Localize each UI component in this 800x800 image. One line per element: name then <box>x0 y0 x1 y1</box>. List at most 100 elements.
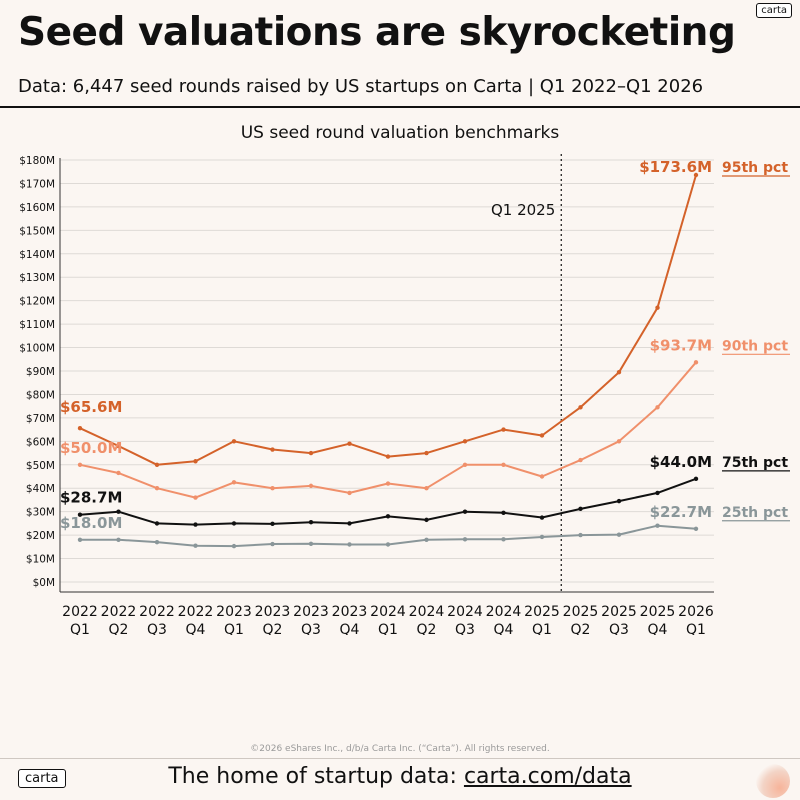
series-point-3 <box>424 537 429 542</box>
y-tick-label: $70M <box>26 413 55 425</box>
series-point-2 <box>462 509 468 514</box>
y-tick-label: $40M <box>26 483 55 495</box>
series-name-2: 75th pct <box>722 455 788 471</box>
series-line-0 <box>79 174 697 466</box>
x-tick-year: 2022 <box>139 604 175 620</box>
y-tick-label: $0M <box>33 577 55 589</box>
valuation-chart: US seed round valuation benchmarks $0M $10… <box>19 123 790 635</box>
y-tick-label: $180M <box>19 155 55 167</box>
x-tick-year: 2025 <box>563 604 599 620</box>
series-point-1 <box>385 481 391 486</box>
y-tick-label: $120M <box>19 296 55 308</box>
series-point-3 <box>347 542 352 547</box>
series-point-3 <box>385 542 391 547</box>
series-point-2 <box>154 521 160 526</box>
x-tick-year: 2023 <box>255 604 291 620</box>
x-tick-year: 2025 <box>601 604 637 620</box>
page-title: Seed valuations are skyrocketing <box>18 10 736 55</box>
series-point-3 <box>462 537 468 542</box>
x-tick-quarter: Q4 <box>186 622 206 635</box>
x-tick-year: 2023 <box>216 604 252 620</box>
series-point-2 <box>193 522 198 527</box>
y-tick-label: $60M <box>26 436 55 448</box>
y-tick-label: $160M <box>19 202 55 214</box>
carta-logo-bottom[interactable]: carta <box>18 769 66 788</box>
x-tick-year: 2022 <box>101 604 137 620</box>
series-point-3 <box>539 534 545 540</box>
series-point-2 <box>385 514 391 519</box>
x-tick-quarter: Q1 <box>70 622 90 635</box>
y-tick-label: $150M <box>19 225 55 237</box>
header-divider <box>0 106 800 108</box>
series-name-0: 95th pct <box>722 160 788 176</box>
series-point-0 <box>154 462 160 467</box>
series-point-0 <box>347 441 352 446</box>
series-point-1 <box>462 462 468 467</box>
x-tick-year: 2025 <box>524 604 560 620</box>
y-tick-label: $100M <box>19 343 55 355</box>
x-tick-quarter: Q2 <box>417 622 437 635</box>
series-point-3 <box>308 541 314 546</box>
x-tick-quarter: Q4 <box>340 622 360 635</box>
x-tick-year: 2022 <box>178 604 214 620</box>
series-point-2 <box>578 506 583 512</box>
series-first-label-2: $28.7M <box>60 489 122 507</box>
series-point-2 <box>77 512 83 517</box>
y-tick-label: $140M <box>19 249 55 261</box>
x-tick-year: 2024 <box>486 604 522 620</box>
series-point-1 <box>116 470 121 476</box>
series-point-1 <box>231 480 237 485</box>
x-tick-quarter: Q3 <box>301 622 321 635</box>
x-tick-quarter: Q1 <box>532 622 552 635</box>
y-tick-label: $170M <box>19 178 55 190</box>
q1-2025-marker-label: Q1 2025 <box>491 201 555 219</box>
series-last-label-3: $22.7M <box>650 503 712 521</box>
x-tick-year: 2022 <box>62 604 98 620</box>
series-last-label-1: $93.7M <box>650 336 712 354</box>
series-point-3 <box>154 539 160 545</box>
series-point-3 <box>655 523 660 528</box>
x-tick-quarter: Q4 <box>648 622 668 635</box>
chart-title: US seed round valuation benchmarks <box>241 123 560 143</box>
series-point-0 <box>308 450 314 456</box>
carta-data-link[interactable]: carta.com/data <box>463 764 632 789</box>
x-tick-year: 2023 <box>332 604 368 620</box>
series-point-3 <box>116 537 121 542</box>
x-tick-quarter: Q1 <box>224 622 244 635</box>
series-point-0 <box>616 369 622 375</box>
series-first-label-3: $18.0M <box>60 514 122 532</box>
series-point-2 <box>116 509 121 514</box>
series-point-0 <box>655 305 660 310</box>
series-point-3 <box>270 541 275 547</box>
series-point-2 <box>693 476 699 482</box>
x-tick-year: 2024 <box>409 604 445 620</box>
y-tick-label: $20M <box>26 530 55 542</box>
series-point-1 <box>578 457 583 463</box>
series-point-1 <box>693 360 699 365</box>
x-tick-year: 2025 <box>640 604 676 620</box>
series-point-3 <box>231 543 237 549</box>
series-point-0 <box>270 447 275 452</box>
series-point-1 <box>77 462 83 467</box>
series-point-3 <box>693 526 699 531</box>
page-subtitle: Data: 6,447 seed rounds raised by US sta… <box>18 76 704 97</box>
series-point-3 <box>578 532 583 538</box>
series-point-0 <box>501 427 506 432</box>
series-point-2 <box>424 517 429 523</box>
y-tick-label: $110M <box>19 319 55 331</box>
series-point-0 <box>578 405 583 410</box>
series-point-1 <box>655 405 660 410</box>
carta-logo-top[interactable]: carta <box>756 3 792 18</box>
series-point-0 <box>116 443 121 449</box>
series-point-0 <box>193 459 198 464</box>
footer-tagline: The home of startup data: carta.com/data <box>0 764 800 789</box>
y-tick-label: $30M <box>26 507 55 519</box>
series-point-0 <box>385 454 391 459</box>
series-point-1 <box>193 495 198 500</box>
series-point-3 <box>193 543 198 548</box>
series-name-1: 90th pct <box>722 338 788 354</box>
x-tick-quarter: Q3 <box>455 622 475 635</box>
x-tick-quarter: Q2 <box>571 622 591 635</box>
x-tick-year: 2024 <box>447 604 483 620</box>
series-point-1 <box>270 486 275 491</box>
